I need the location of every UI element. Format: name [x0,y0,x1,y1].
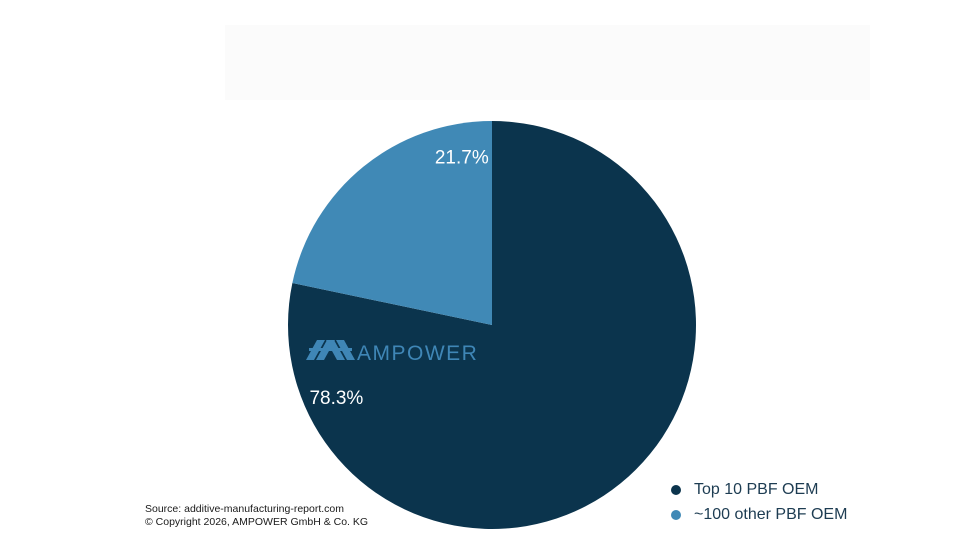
source-note: Source: additive-manufacturing-report.co… [145,503,368,529]
pie-slice [288,121,697,529]
watermark-text: AMPOWER [357,342,478,365]
legend-dot-icon [671,509,681,520]
source-line: Source: additive-manufacturing-report.co… [145,503,345,515]
ampower-watermark: AMPOWER [306,340,478,365]
legend-dot-icon [671,484,681,495]
legend: Top 10 PBF OEM ~100 other PBF OEM [671,477,847,527]
legend-item-other: ~100 other PBF OEM [671,502,847,527]
slice-label: 21.7% [435,147,489,168]
slice-label: 78.3% [309,388,363,409]
legend-label: Top 10 PBF OEM [694,480,819,498]
pie-slice [292,121,492,325]
legend-item-top10: Top 10 PBF OEM [671,477,847,502]
title-area [225,25,870,100]
legend-label: ~100 other PBF OEM [694,505,848,523]
ampower-logo-icon [306,340,355,360]
copyright-line: © Copyright 2026, AMPOWER GmbH & Co. KG [145,516,369,528]
